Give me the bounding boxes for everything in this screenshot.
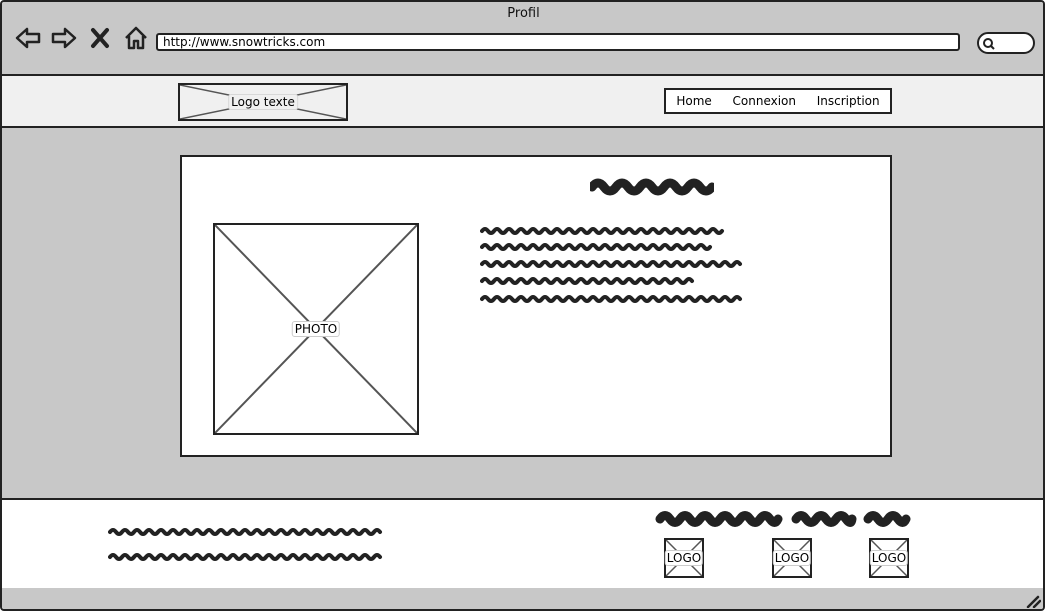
site-header: Logo texte Home Connexion Inscription: [2, 76, 1043, 128]
partner-logo-3[interactable]: LOGO: [869, 538, 909, 578]
profile-heading-placeholder: [590, 178, 714, 196]
menu-item-inscription[interactable]: Inscription: [816, 94, 880, 108]
profile-card: PHOTO: [180, 155, 892, 457]
browser-chrome: Profil http://www.snowtricks.com: [2, 2, 1043, 76]
profile-photo: PHOTO: [213, 223, 419, 435]
site-footer: LOGO LOGO LOGO: [2, 498, 1043, 590]
footer-text-placeholder: [108, 528, 382, 561]
photo-label: PHOTO: [291, 321, 341, 337]
partner-logo-label: LOGO: [869, 550, 909, 566]
window-title: Profil: [507, 6, 540, 21]
logo-label: Logo texte: [228, 94, 298, 110]
profile-text-placeholder: [480, 227, 742, 303]
menu-item-connexion[interactable]: Connexion: [732, 94, 797, 108]
home-icon[interactable]: [122, 24, 150, 52]
back-arrow-icon[interactable]: [14, 24, 42, 52]
url-field[interactable]: http://www.snowtricks.com: [156, 33, 960, 51]
partner-logo-1[interactable]: LOGO: [664, 538, 704, 578]
partner-logo-label: LOGO: [772, 550, 812, 566]
partner-logo-2[interactable]: LOGO: [772, 538, 812, 578]
status-bar: [2, 588, 1043, 609]
partner-logo-label: LOGO: [664, 550, 704, 566]
site-logo[interactable]: Logo texte: [178, 83, 348, 121]
browser-search-field[interactable]: [977, 32, 1035, 54]
close-x-icon[interactable]: [86, 24, 114, 52]
browser-nav: [14, 24, 150, 52]
resize-grip-icon[interactable]: [1025, 594, 1041, 608]
partners-heading-placeholder: [655, 511, 911, 527]
search-icon: [983, 38, 995, 50]
menu-item-home[interactable]: Home: [676, 94, 712, 108]
forward-arrow-icon[interactable]: [50, 24, 78, 52]
main-menu: Home Connexion Inscription: [664, 88, 892, 114]
